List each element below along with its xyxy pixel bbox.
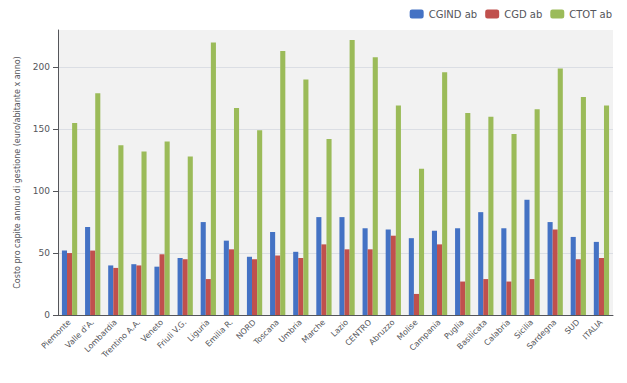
svg-text:CENTRO: CENTRO — [343, 317, 374, 348]
svg-text:0: 0 — [44, 310, 50, 320]
svg-text:Piemonte: Piemonte — [39, 317, 73, 351]
svg-text:Sardegna: Sardegna — [525, 318, 558, 351]
svg-text:CGIND ab: CGIND ab — [429, 9, 478, 20]
svg-text:50: 50 — [39, 248, 51, 258]
svg-text:Lombardia: Lombardia — [82, 317, 119, 355]
svg-text:ITALIA: ITALIA — [581, 317, 605, 341]
svg-text:Basilicata: Basilicata — [455, 318, 489, 352]
svg-text:Toscana: Toscana — [251, 318, 281, 348]
svg-text:Umbria: Umbria — [277, 318, 304, 345]
svg-text:NORD: NORD — [234, 317, 258, 342]
svg-text:Emilia R.: Emilia R. — [204, 318, 235, 349]
svg-text:Liguria: Liguria — [185, 317, 212, 344]
svg-text:Abruzzo: Abruzzo — [367, 318, 396, 347]
svg-text:Friuli V.G.: Friuli V.G. — [156, 318, 189, 351]
svg-text:SUD: SUD — [563, 318, 581, 336]
svg-text:CTOT ab: CTOT ab — [569, 9, 612, 20]
svg-text:Sicilia: Sicilia — [512, 317, 536, 341]
svg-text:Campania: Campania — [408, 318, 443, 353]
svg-text:100: 100 — [33, 186, 50, 196]
svg-text:150: 150 — [33, 124, 50, 134]
svg-text:Veneto: Veneto — [139, 317, 166, 344]
svg-text:Marche: Marche — [300, 318, 327, 345]
svg-text:Puglia: Puglia — [442, 317, 466, 342]
svg-text:200: 200 — [33, 62, 50, 72]
svg-text:Calabria: Calabria — [482, 318, 512, 348]
svg-text:Costo pro capite annuo di gest: Costo pro capite annuo di gestione (euro… — [13, 56, 22, 288]
svg-text:Lazio: Lazio — [329, 318, 350, 339]
svg-text:Molise: Molise — [395, 317, 420, 343]
svg-text:CGD ab: CGD ab — [504, 9, 542, 20]
svg-text:Valle d'A.: Valle d'A. — [63, 317, 96, 351]
svg-text:Trentino A.A.: Trentino A.A. — [99, 318, 142, 361]
